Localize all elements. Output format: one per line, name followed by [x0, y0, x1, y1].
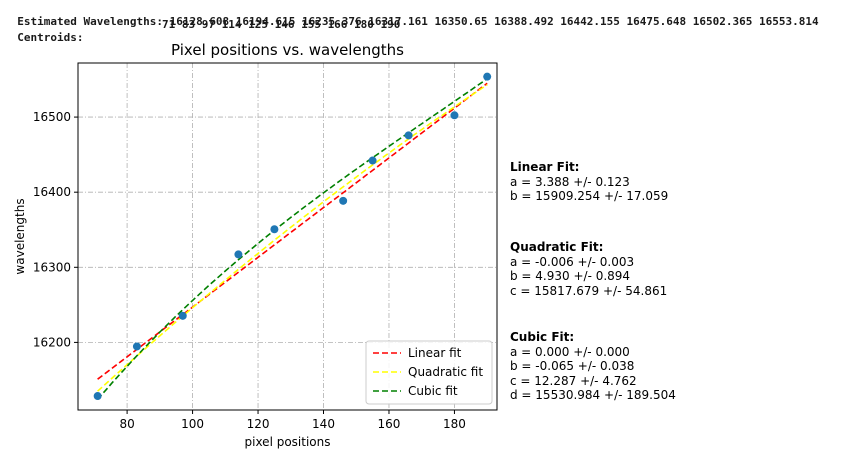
data-point — [483, 72, 492, 81]
cubic-fit-a: a = 0.000 +/- 0.000 — [510, 344, 630, 359]
x-tick-label: 160 — [378, 417, 401, 431]
y-tick-label: 16500 — [33, 110, 71, 124]
cubic-fit-c: c = 12.287 +/- 4.762 — [510, 373, 637, 388]
wavelengths-output-line: Estimated Wavelengths: 16128.608 16194.6… — [4, 2, 819, 28]
linear-fit-title: Linear Fit: — [510, 160, 580, 174]
x-tick-label: 180 — [443, 417, 466, 431]
linear-fit-block: Linear Fit: a = 3.388 +/- 0.123 b = 1590… — [510, 160, 668, 204]
legend-box — [365, 340, 493, 405]
chart-title: Pixel positions vs. wavelengths — [171, 41, 404, 59]
data-point — [450, 111, 459, 120]
linear-fit-b: b = 15909.254 +/- 17.059 — [510, 189, 669, 203]
centroids-values: 71 83 97 114 125 146 155 166 180 190 — [162, 18, 401, 31]
data-point — [234, 250, 243, 259]
data-point — [132, 342, 141, 351]
chart: 80 100 120 140 160 180 16200 16300 16400 16500 Pi… — [13, 41, 498, 449]
y-axis-label: wavelengths — [13, 198, 27, 274]
wavelengths-values: 16128.608 16194.615 16235.376 16317.161 … — [169, 15, 819, 28]
legend: Linear fit Quadratic fit Cubic fit — [365, 340, 493, 405]
fit-line-cubic-fit — [96, 78, 488, 401]
x-tick-label: 120 — [247, 417, 270, 431]
data-point — [339, 196, 348, 205]
quadratic-fit-b: b = 4.930 +/- 0.894 — [510, 269, 631, 283]
data-point — [368, 156, 377, 165]
fit-lines — [96, 78, 488, 401]
centroids-output-line: Centroids: — [4, 18, 83, 44]
wavelengths-label: Estimated Wavelengths: — [17, 15, 163, 28]
fit-line-quadratic-fit — [97, 84, 488, 392]
grid — [78, 63, 497, 410]
fit-line-linear-fit — [97, 82, 488, 380]
centroids-label: Centroids: — [17, 31, 84, 44]
cubic-fit-d: d = 15530.984 +/- 189.504 — [510, 388, 676, 402]
legend-entry: Linear fit — [408, 346, 462, 360]
ticks: 80 100 120 140 160 180 16200 16300 16400 16500 — [33, 110, 466, 431]
data-points — [93, 72, 492, 401]
quadratic-fit-c: c = 15817.679 +/- 54.861 — [510, 283, 668, 298]
axes-frame — [77, 62, 498, 411]
legend-entry: Quadratic fit — [408, 365, 483, 379]
x-axis-label: pixel positions — [245, 435, 331, 449]
cubic-fit-block: Cubic Fit: a = 0.000 +/- 0.000 b = -0.06… — [510, 330, 676, 403]
y-tick-label: 16200 — [33, 335, 71, 349]
data-point — [178, 311, 187, 320]
x-tick-label: 140 — [312, 417, 335, 431]
y-tick-label: 16300 — [33, 260, 71, 274]
quadratic-fit-block: Quadratic Fit: a = -0.006 +/- 0.003 b = … — [510, 240, 667, 298]
cubic-fit-b: b = -0.065 +/- 0.038 — [510, 359, 635, 373]
y-tick-label: 16400 — [33, 185, 71, 199]
data-point — [270, 225, 279, 234]
cubic-fit-title: Cubic Fit: — [510, 330, 575, 344]
quadratic-fit-a: a = -0.006 +/- 0.003 — [510, 254, 635, 269]
x-tick-label: 80 — [119, 417, 134, 431]
legend-entry: Cubic fit — [408, 384, 458, 398]
linear-fit-a: a = 3.388 +/- 0.123 — [510, 174, 630, 189]
x-tick-label: 100 — [181, 417, 204, 431]
data-point — [404, 131, 413, 140]
quadratic-fit-title: Quadratic Fit: — [510, 240, 604, 254]
data-point — [93, 392, 102, 401]
